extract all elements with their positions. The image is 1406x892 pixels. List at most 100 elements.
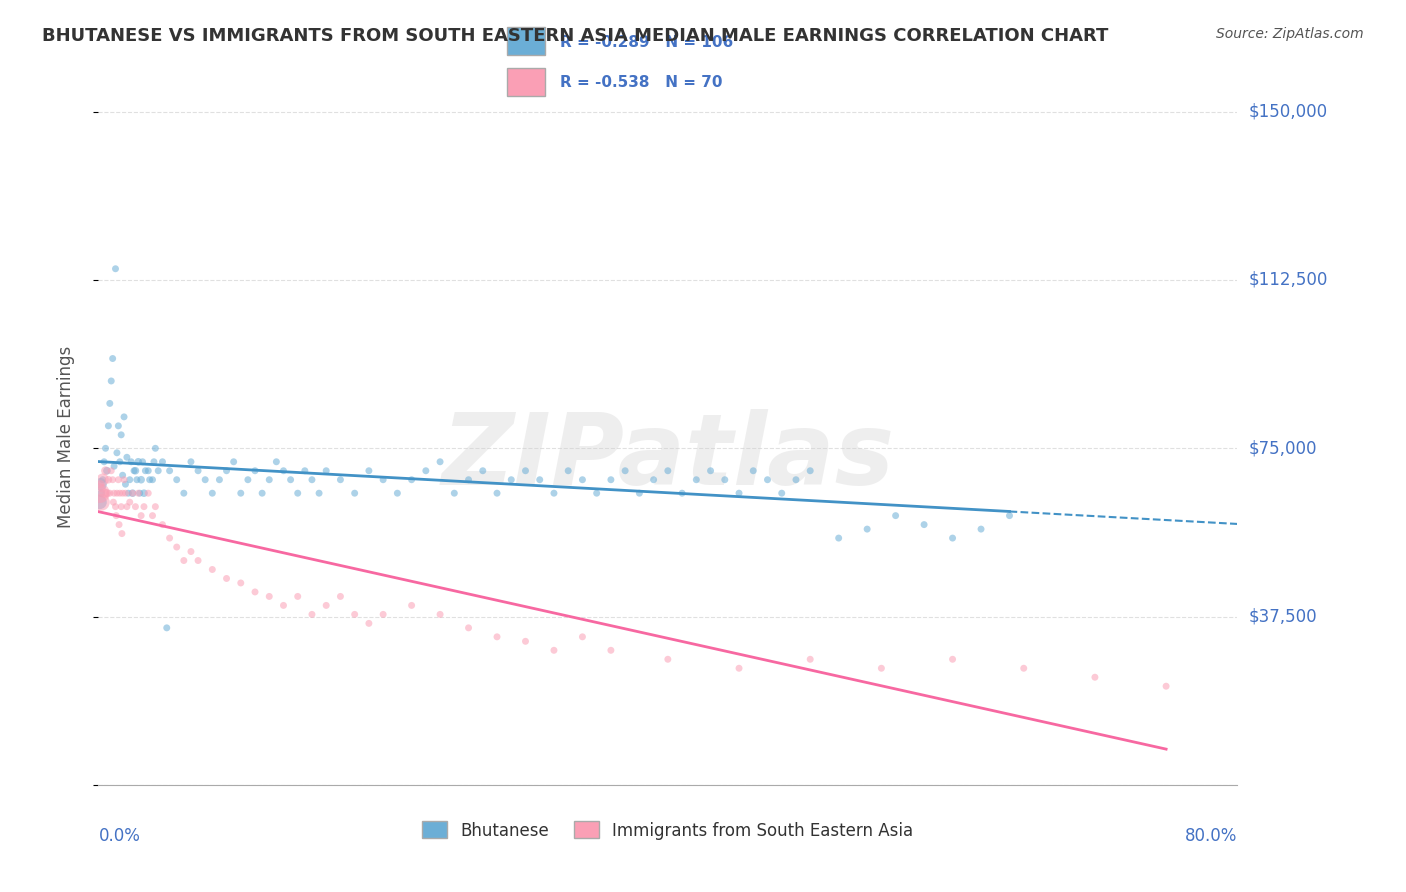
Point [141, 473, 163, 487]
Point [112, 409, 135, 424]
Point [728, 486, 751, 500]
Point [329, 590, 352, 604]
Point [828, 531, 851, 545]
Point [357, 464, 380, 478]
Point [401, 473, 423, 487]
Point [104, 500, 127, 514]
Point [111, 468, 134, 483]
Point [114, 486, 136, 500]
Point [127, 455, 149, 469]
Point [94, 464, 117, 478]
Point [1084, 670, 1107, 684]
Point [387, 486, 409, 500]
Point [343, 486, 366, 500]
Point [114, 477, 136, 491]
Point [118, 495, 141, 509]
Point [89, 495, 111, 509]
Point [94, 442, 117, 456]
Point [121, 486, 143, 500]
Point [118, 473, 141, 487]
Point [90, 477, 112, 491]
Point [208, 473, 231, 487]
Point [401, 599, 423, 613]
Point [159, 531, 181, 545]
Point [97, 473, 120, 487]
Text: R = -0.289   N = 106: R = -0.289 N = 106 [561, 36, 734, 50]
Point [91, 473, 114, 487]
Text: 80.0%: 80.0% [1185, 827, 1237, 845]
Point [543, 643, 565, 657]
Point [111, 486, 134, 500]
Point [457, 473, 479, 487]
Legend: Bhutanese, Immigrants from South Eastern Asia: Bhutanese, Immigrants from South Eastern… [415, 814, 921, 847]
Point [121, 486, 143, 500]
FancyBboxPatch shape [508, 27, 546, 55]
Point [128, 486, 150, 500]
Point [120, 455, 142, 469]
Text: $37,500: $37,500 [1249, 607, 1317, 625]
Point [104, 261, 127, 276]
Point [543, 486, 565, 500]
Text: R = -0.538   N = 70: R = -0.538 N = 70 [561, 75, 723, 89]
Point [294, 464, 316, 478]
Point [141, 508, 163, 523]
Point [785, 473, 807, 487]
Point [152, 455, 174, 469]
Point [557, 464, 579, 478]
Point [515, 464, 537, 478]
Point [1154, 679, 1177, 693]
Point [105, 486, 128, 500]
Point [103, 486, 125, 500]
Point [103, 459, 125, 474]
Point [166, 540, 188, 554]
Point [90, 495, 112, 509]
Point [108, 517, 131, 532]
Point [486, 486, 509, 500]
Point [148, 464, 170, 478]
Point [98, 486, 121, 500]
Point [585, 486, 607, 500]
Point [415, 464, 437, 478]
Point [96, 486, 118, 500]
Point [101, 351, 124, 366]
Point [600, 473, 623, 487]
Point [131, 455, 153, 469]
Point [742, 464, 765, 478]
Point [201, 486, 224, 500]
Point [614, 464, 637, 478]
Point [287, 486, 309, 500]
Point [134, 464, 156, 478]
Point [329, 473, 352, 487]
Point [142, 455, 165, 469]
Point [371, 473, 394, 487]
Text: Source: ZipAtlas.com: Source: ZipAtlas.com [1216, 27, 1364, 41]
Point [93, 455, 115, 469]
Point [103, 495, 125, 509]
Point [443, 486, 465, 500]
Point [127, 486, 149, 500]
Point [657, 464, 679, 478]
Point [799, 464, 821, 478]
Text: $150,000: $150,000 [1249, 103, 1327, 120]
Point [97, 418, 120, 433]
FancyBboxPatch shape [508, 68, 546, 96]
Point [105, 508, 128, 523]
Point [315, 599, 337, 613]
Point [100, 374, 122, 388]
Point [125, 473, 148, 487]
Point [280, 473, 302, 487]
Point [243, 585, 266, 599]
Point [756, 473, 779, 487]
Point [301, 473, 323, 487]
Point [250, 486, 273, 500]
Point [173, 553, 195, 567]
Point [429, 607, 451, 622]
Point [201, 562, 224, 576]
Point [111, 526, 134, 541]
Point [671, 486, 693, 500]
Point [266, 455, 288, 469]
Point [799, 652, 821, 666]
Y-axis label: Median Male Earnings: Median Male Earnings [56, 346, 75, 528]
Point [912, 517, 935, 532]
Point [112, 473, 135, 487]
